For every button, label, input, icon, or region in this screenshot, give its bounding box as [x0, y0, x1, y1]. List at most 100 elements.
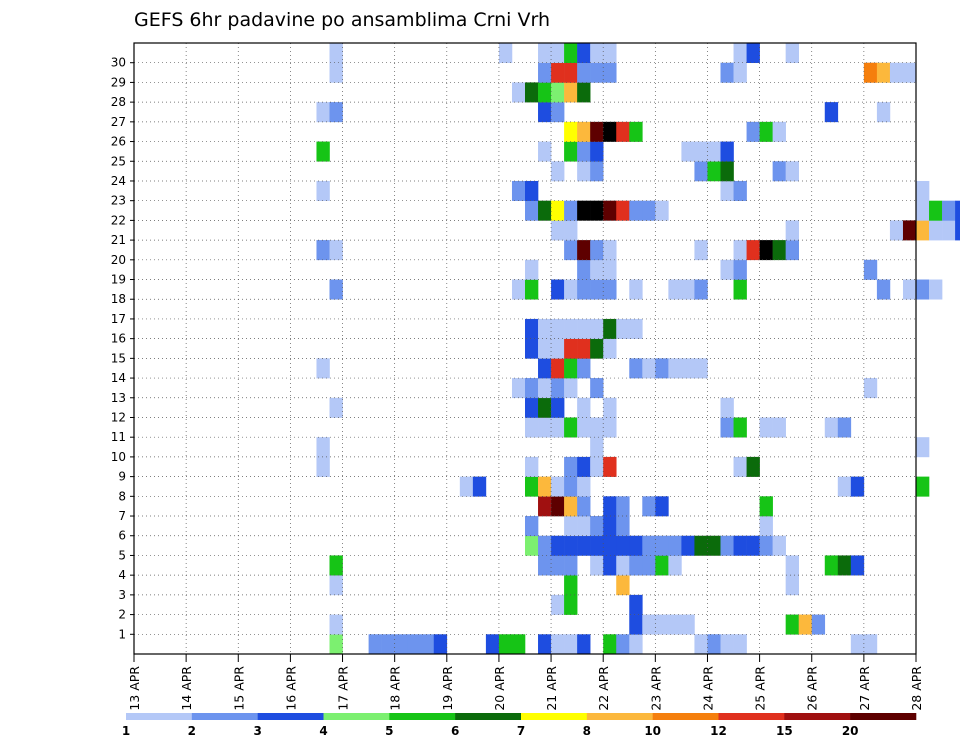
- cell-member-25-step-45: [720, 141, 734, 162]
- x-tick-label: 13 APR: [127, 666, 142, 711]
- cell-member-12-step-36: [603, 397, 617, 418]
- cell-member-29-step-32: [551, 62, 565, 83]
- cell-member-24-step-34: [577, 161, 591, 182]
- cell-member-9-step-30: [525, 456, 539, 477]
- cell-member-16-step-36: [603, 318, 617, 339]
- y-tick-label: 29: [111, 75, 126, 89]
- cell-member-9-step-34: [577, 456, 591, 477]
- cell-member-20-step-43: [694, 240, 708, 261]
- cell-member-15-step-30: [525, 338, 539, 359]
- cell-member-7-step-48: [759, 496, 773, 517]
- cell-member-0-step-45: [720, 634, 734, 655]
- cell-member-16-step-35: [590, 318, 604, 339]
- legend-swatch: [521, 713, 588, 720]
- y-tick-label: 5: [118, 548, 126, 562]
- cell-member-21-step-33: [564, 220, 578, 241]
- cell-member-1-step-38: [629, 614, 643, 635]
- cell-member-30-step-36: [603, 43, 617, 64]
- cell-member-5-step-38: [629, 535, 643, 556]
- cell-member-6-step-37: [616, 516, 630, 537]
- cell-member-20-step-33: [564, 240, 578, 261]
- cell-member-26-step-38: [629, 121, 643, 142]
- cell-member-3-step-37: [616, 575, 630, 596]
- x-tick-label: 22 APR: [596, 666, 611, 711]
- cell-member-29-step-36: [603, 62, 617, 83]
- cell-member-15-step-32: [551, 338, 565, 359]
- cell-member-14-step-42: [681, 358, 695, 379]
- cell-member-23-step-14: [316, 180, 330, 201]
- y-tick-label: 27: [111, 115, 126, 129]
- cell-member-8-step-33: [564, 476, 578, 497]
- cell-member-5-step-42: [681, 535, 695, 556]
- cell-member-18-step-33: [564, 279, 578, 300]
- cell-member-5-step-30: [525, 535, 539, 556]
- cell-member-0-step-23: [433, 634, 448, 655]
- legend-label: 3: [253, 724, 261, 738]
- y-tick-label: 25: [111, 154, 126, 168]
- y-axis: 1234567891011121314151617181920212223242…: [111, 56, 134, 641]
- cell-member-4-step-31: [538, 555, 552, 576]
- x-tick-label: 17 APR: [336, 666, 351, 711]
- x-tick-label: 14 APR: [179, 666, 194, 711]
- cell-member-23-step-29: [511, 180, 526, 201]
- x-axis: 13 APR 14 APR 15 APR 16 APR 17 APR 18 APR 19 A…: [127, 654, 924, 711]
- cell-member-16-step-32: [551, 318, 565, 339]
- cell-member-27-step-15: [329, 102, 343, 123]
- cell-member-5-step-45: [720, 535, 734, 556]
- legend-label: 2: [188, 724, 196, 738]
- cell-member-5-step-47: [746, 535, 760, 556]
- cell-member-18-step-60: [916, 279, 930, 300]
- cell-member-18-step-41: [668, 279, 682, 300]
- legend-label: 4: [319, 724, 327, 738]
- cell-member-22-step-37: [616, 200, 630, 221]
- cell-member-9-step-35: [590, 456, 604, 477]
- cell-member-5-step-35: [590, 535, 604, 556]
- cell-member-8-step-26: [472, 476, 487, 497]
- cell-member-30-step-47: [746, 43, 760, 64]
- cell-member-21-step-60: [916, 220, 930, 241]
- cell-member-8-step-25: [459, 476, 474, 497]
- cell-member-25-step-33: [564, 141, 578, 162]
- cell-member-0-step-31: [538, 634, 552, 655]
- legend-swatch: [191, 713, 258, 720]
- cell-member-1-step-50: [785, 614, 799, 635]
- cell-member-30-step-50: [785, 43, 799, 64]
- cell-member-4-step-53: [824, 555, 839, 576]
- cell-member-18-step-32: [551, 279, 565, 300]
- cell-member-14-step-32: [551, 358, 565, 379]
- cell-member-22-step-35: [590, 200, 604, 221]
- cell-member-2-step-38: [629, 594, 643, 615]
- cell-member-26-step-47: [746, 121, 760, 142]
- cell-member-18-step-30: [525, 279, 539, 300]
- cell-member-14-step-31: [538, 358, 552, 379]
- cell-member-30-step-32: [551, 43, 565, 64]
- y-tick-label: 9: [118, 470, 126, 484]
- y-tick-label: 22: [111, 213, 126, 227]
- cell-member-26-step-33: [564, 121, 578, 142]
- y-tick-label: 28: [111, 95, 126, 109]
- cell-member-4-step-35: [590, 555, 604, 576]
- cell-member-28-step-32: [551, 82, 565, 103]
- cell-member-0-step-32: [551, 634, 565, 655]
- y-tick-label: 21: [111, 233, 126, 247]
- cell-member-26-step-48: [759, 121, 773, 142]
- y-tick-label: 30: [111, 56, 126, 70]
- legend-swatch: [455, 713, 522, 720]
- cell-member-0-step-46: [733, 634, 747, 655]
- cell-member-16-step-34: [577, 318, 591, 339]
- cell-member-0-step-20: [394, 634, 408, 655]
- cell-member-5-step-41: [668, 535, 682, 556]
- cell-member-11-step-46: [733, 417, 747, 438]
- cell-member-5-step-37: [616, 535, 630, 556]
- cell-member-8-step-32: [551, 476, 565, 497]
- cell-member-7-step-32: [551, 496, 565, 517]
- cell-member-0-step-21: [407, 634, 422, 655]
- cell-member-22-step-60: [916, 200, 930, 221]
- cell-member-30-step-33: [564, 43, 578, 64]
- cell-member-15-step-31: [538, 338, 552, 359]
- cell-member-4-step-39: [642, 555, 656, 576]
- cell-member-7-step-36: [603, 496, 617, 517]
- cell-member-7-step-34: [577, 496, 591, 517]
- cell-member-0-step-36: [603, 634, 617, 655]
